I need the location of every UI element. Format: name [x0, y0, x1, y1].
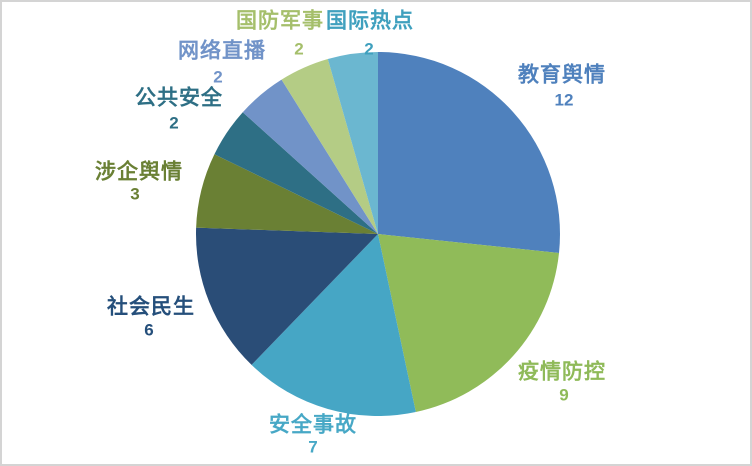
pie-slice-6[interactable] — [214, 112, 378, 234]
pie-slice-3[interactable] — [251, 234, 416, 416]
pie-slice-2[interactable] — [378, 234, 559, 413]
pie-slice-9[interactable] — [327, 52, 378, 234]
pie-slice-8[interactable] — [281, 59, 378, 234]
pie-slice-4[interactable] — [195, 227, 378, 365]
pie-slice-5[interactable] — [196, 154, 378, 234]
pie-slice-7[interactable] — [242, 79, 378, 234]
pie-slice-1[interactable] — [378, 52, 560, 254]
